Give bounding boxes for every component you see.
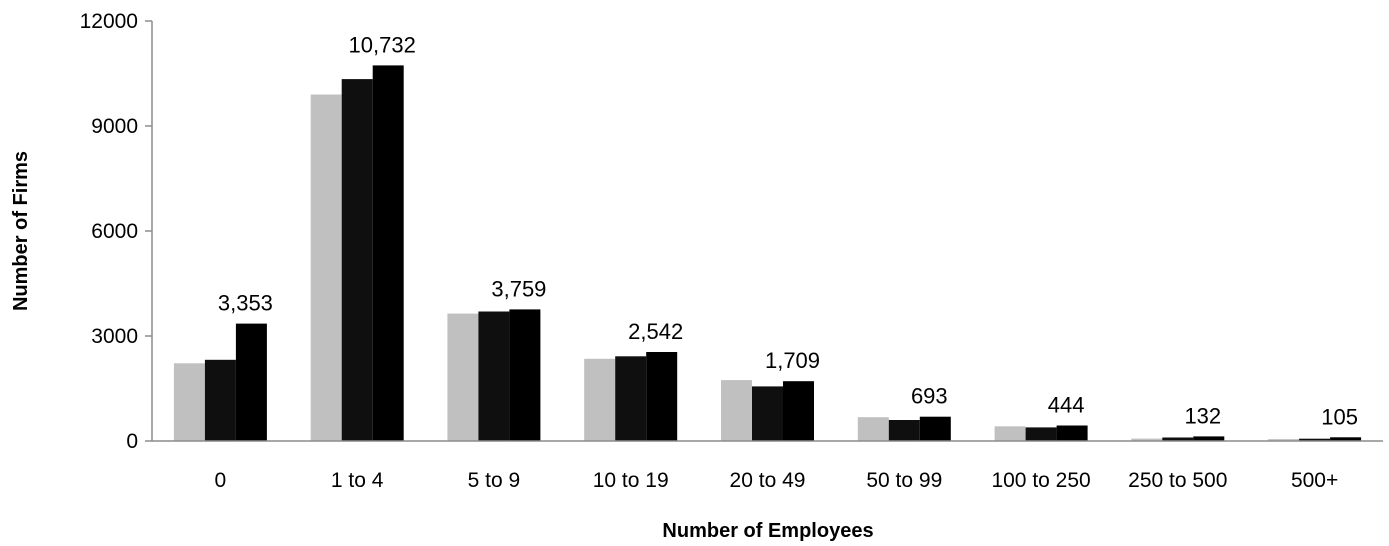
bar-2-1 — [341, 79, 373, 441]
bar-1-2 — [447, 313, 479, 441]
y-tick-label-1: 3000 — [91, 325, 138, 348]
bar-1-6 — [994, 426, 1026, 441]
bar-2-8 — [1299, 438, 1331, 441]
bar-2-3 — [615, 356, 647, 441]
data-label-4: 1,709 — [765, 348, 820, 373]
bar-2-5 — [888, 420, 920, 441]
bar-1-1 — [310, 94, 342, 441]
x-ticks-group: 0 1 to 4 5 to 9 10 to 19 20 to 49 50 to 99 100… — [215, 469, 1339, 492]
bar-2-0 — [204, 359, 236, 441]
x-tick-label-4: 20 to 49 — [730, 469, 806, 492]
x-tick-label-5: 50 to 99 — [866, 469, 942, 492]
bar-1-3 — [584, 358, 616, 442]
data-label-2: 3,759 — [491, 276, 546, 301]
bar-2-6 — [1025, 427, 1057, 441]
data-label-3: 2,542 — [628, 319, 683, 344]
y-tick-label-2: 6000 — [91, 220, 138, 243]
bar-3-1 — [372, 65, 404, 442]
bar-3-8 — [1330, 437, 1362, 441]
x-tick-label-6: 100 to 250 — [991, 469, 1090, 492]
bar-2-7 — [1162, 437, 1194, 441]
bar-3-7 — [1193, 436, 1225, 441]
bar-1-0 — [173, 363, 205, 441]
y-axis-title: Number of Firms — [10, 151, 32, 311]
bar-1-4 — [721, 380, 752, 441]
data-label-8: 105 — [1321, 404, 1358, 429]
bar-2-2 — [478, 311, 510, 441]
x-tick-label-8: 500+ — [1291, 469, 1338, 492]
y-tick-label-4: 12000 — [80, 10, 138, 33]
bar-1-7 — [1131, 438, 1163, 441]
bar-3-6 — [1056, 425, 1088, 441]
bar-3-0 — [235, 323, 267, 441]
x-axis-title: Number of Employees — [662, 520, 873, 542]
y-ticks-group: 0 3000 6000 9000 12000 — [80, 10, 152, 453]
bar-3-5 — [919, 416, 951, 441]
bars-group — [173, 65, 1362, 442]
data-label-7: 132 — [1184, 403, 1221, 428]
bar-1-5 — [857, 417, 889, 441]
value-labels-group: 3,353 10,732 3,759 2,542 1,709 693 444 132 105 — [218, 32, 1358, 429]
bar-3-3 — [646, 352, 678, 441]
bar-3-2 — [509, 309, 541, 441]
data-label-5: 693 — [911, 384, 948, 409]
x-tick-label-7: 250 to 500 — [1128, 469, 1227, 492]
x-tick-label-3: 10 to 19 — [593, 469, 669, 492]
data-label-1: 10,732 — [349, 32, 416, 57]
x-tick-label-1: 1 to 4 — [331, 469, 384, 492]
data-label-6: 444 — [1048, 393, 1085, 418]
bar-2-4 — [752, 386, 783, 441]
y-tick-label-3: 9000 — [91, 115, 138, 138]
y-tick-label-0: 0 — [126, 430, 138, 453]
x-tick-label-2: 5 to 9 — [468, 469, 521, 492]
x-tick-label-0: 0 — [215, 469, 227, 492]
bar-3-4 — [783, 381, 814, 441]
bar-1-8 — [1268, 439, 1300, 441]
data-label-0: 3,353 — [218, 291, 273, 316]
